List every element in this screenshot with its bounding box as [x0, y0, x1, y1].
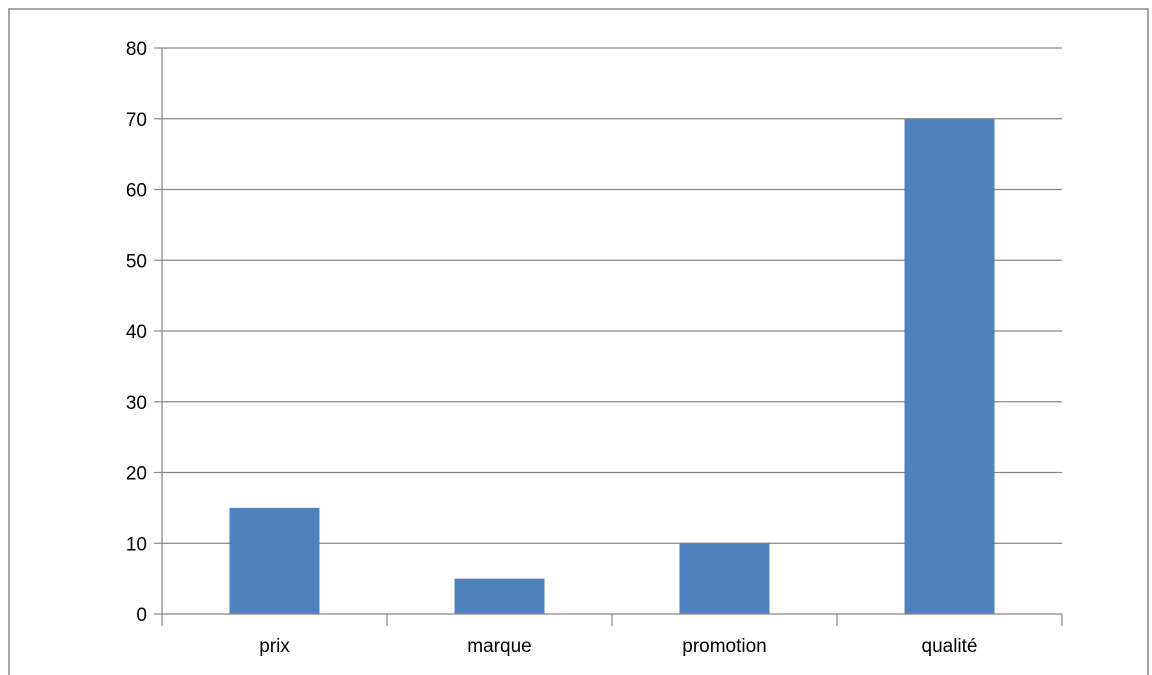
- y-tick-label: 10: [126, 534, 147, 555]
- bar: [904, 118, 995, 614]
- chart-border: [8, 8, 1149, 675]
- y-tick-label: 40: [126, 322, 147, 343]
- y-tick-label: 70: [126, 110, 147, 131]
- y-tick-label: 20: [126, 464, 147, 485]
- axes: [154, 47, 1063, 626]
- x-category-label: prix: [259, 636, 290, 657]
- x-category-label: promotion: [682, 636, 767, 657]
- bar: [679, 543, 770, 614]
- bar: [454, 578, 545, 614]
- bar: [229, 507, 320, 614]
- x-axis-category-labels: prix marque promotion qualité: [259, 636, 977, 657]
- x-category-label: qualité: [922, 636, 978, 657]
- y-axis-tick-labels: 0 10 20 30 40 50 60 70 80: [126, 39, 147, 626]
- y-tick-label: 80: [126, 39, 147, 60]
- y-tick-label: 50: [126, 251, 147, 272]
- bars: [229, 118, 995, 614]
- y-tick-label: 30: [126, 393, 147, 414]
- x-category-label: marque: [467, 636, 531, 657]
- y-tick-label: 60: [126, 181, 147, 202]
- y-tick-label: 0: [136, 605, 147, 626]
